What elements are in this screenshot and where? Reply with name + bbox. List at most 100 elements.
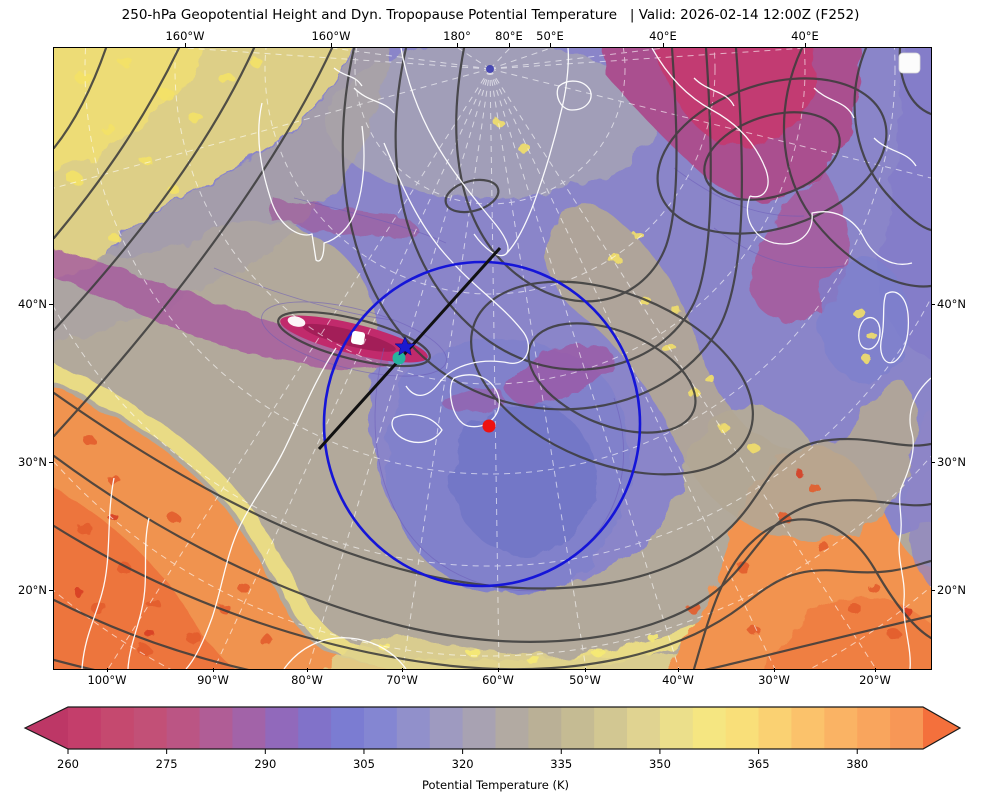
bottom-tick [213, 668, 214, 672]
colorbar-svg: 260 275 290 305 320 335 350 365 380 [23, 706, 962, 771]
right-tick [931, 462, 935, 463]
bottom-tick-label: 80°W [291, 673, 323, 687]
bottom-tick-label: 30°W [758, 673, 790, 687]
colorbar-segment [100, 707, 135, 749]
colorbar-segment [363, 707, 398, 749]
top-tick-label: 160°W [165, 29, 205, 43]
colorbar-tick-label: 380 [846, 757, 868, 771]
top-tick [805, 43, 806, 47]
top-tick-label: 160°W [311, 29, 351, 43]
bottom-tick-label: 50°W [569, 673, 601, 687]
bottom-tick-label: 70°W [386, 673, 418, 687]
colorbar-segment [462, 707, 497, 749]
colorbar-left-arrow [25, 707, 68, 749]
colorbar-tick-label: 260 [57, 757, 79, 771]
top-tick-label: 50°E [536, 29, 564, 43]
theta-fill-layer [54, 48, 931, 669]
colorbar-tick-label: 290 [254, 757, 276, 771]
bottom-tick [498, 668, 499, 672]
colorbar-segment [199, 707, 234, 749]
colorbar-segment [692, 707, 727, 749]
bottom-tick [774, 668, 775, 672]
colorbar-segment [331, 707, 365, 749]
colorbar-segment [725, 707, 760, 749]
right-tick-label: 20°N [937, 583, 966, 597]
bottom-tick-label: 60°W [482, 673, 514, 687]
colorbar-tick-label: 365 [748, 757, 770, 771]
top-tick [550, 43, 551, 47]
colorbar-tick-label: 350 [649, 757, 671, 771]
colorbar-segment [758, 707, 793, 749]
blue-star-marker-icon [394, 336, 416, 356]
bottom-tick-label: 90°W [197, 673, 229, 687]
colorbar-segment [298, 707, 332, 749]
top-tick [185, 43, 186, 47]
colorbar-segment [627, 707, 661, 749]
colorbar-segment [495, 707, 529, 749]
colorbar-tick-label: 335 [550, 757, 572, 771]
map-canvas [53, 47, 932, 670]
coastlines [81, 48, 931, 669]
colorbar-segment [890, 707, 924, 749]
right-tick-label: 40°N [937, 297, 966, 311]
left-tick [49, 462, 53, 463]
right-tick-label: 30°N [937, 455, 966, 469]
colorbar-tick-label: 275 [156, 757, 178, 771]
bottom-tick [307, 668, 308, 672]
map-svg [54, 48, 931, 669]
bottom-tick-label: 100°W [87, 673, 127, 687]
top-tick [663, 43, 664, 47]
colorbar-ticks: 260 275 290 305 320 335 350 365 380 [57, 749, 868, 771]
left-tick [49, 590, 53, 591]
pole-dot-icon [486, 65, 494, 73]
colorbar: 260 275 290 305 320 335 350 365 380 Potential Te… [20, 706, 962, 798]
colorbar-right-arrow [923, 707, 960, 749]
bottom-tick [402, 668, 403, 672]
colorbar-segment [791, 707, 825, 749]
colorbar-segments [68, 707, 924, 749]
colorbar-segment [528, 707, 562, 749]
graticule [54, 48, 931, 669]
colorbar-label: Potential Temperature (K) [421, 778, 570, 792]
colorbar-segment [824, 707, 858, 749]
top-tick-label: 180° [443, 29, 471, 43]
top-tick [331, 43, 332, 47]
top-tick [457, 43, 458, 47]
chart-title: 250-hPa Geopotential Height and Dyn. Tro… [121, 7, 860, 23]
top-tick-label: 40°E [791, 29, 819, 43]
right-tick [931, 304, 935, 305]
left-tick-label: 30°N [18, 455, 47, 469]
colorbar-segment [68, 707, 102, 749]
colorbar-segment [133, 707, 168, 749]
top-tick [509, 43, 510, 47]
speckle-layer [66, 57, 914, 664]
top-tick-label: 40°E [649, 29, 677, 43]
bottom-tick-label: 20°W [859, 673, 891, 687]
red-dot-marker-icon [482, 419, 496, 433]
colorbar-segment [265, 707, 299, 749]
colorbar-tick-label: 305 [353, 757, 375, 771]
range-ring [322, 260, 642, 588]
colorbar-segment [166, 707, 201, 749]
teal-dot-marker-icon [392, 351, 406, 365]
colorbar-tick-label: 320 [452, 757, 474, 771]
top-tick-label: 80°E [495, 29, 523, 43]
height-contours [54, 48, 931, 669]
bottom-tick [875, 668, 876, 672]
right-tick [931, 590, 935, 591]
colorbar-segment [659, 707, 694, 749]
bottom-tick-label: 40°W [662, 673, 694, 687]
overlay-layer [317, 52, 921, 588]
white-square-marker-icon [350, 330, 366, 346]
colorbar-segment [594, 707, 628, 749]
bottom-tick [107, 668, 108, 672]
left-tick-label: 40°N [18, 297, 47, 311]
legend-white-box [898, 52, 921, 74]
colorbar-segment [857, 707, 891, 749]
colorbar-segment [429, 707, 464, 749]
bottom-tick [678, 668, 679, 672]
bottom-tick [585, 668, 586, 672]
colorbar-segment [232, 707, 266, 749]
left-tick-label: 20°N [18, 583, 47, 597]
